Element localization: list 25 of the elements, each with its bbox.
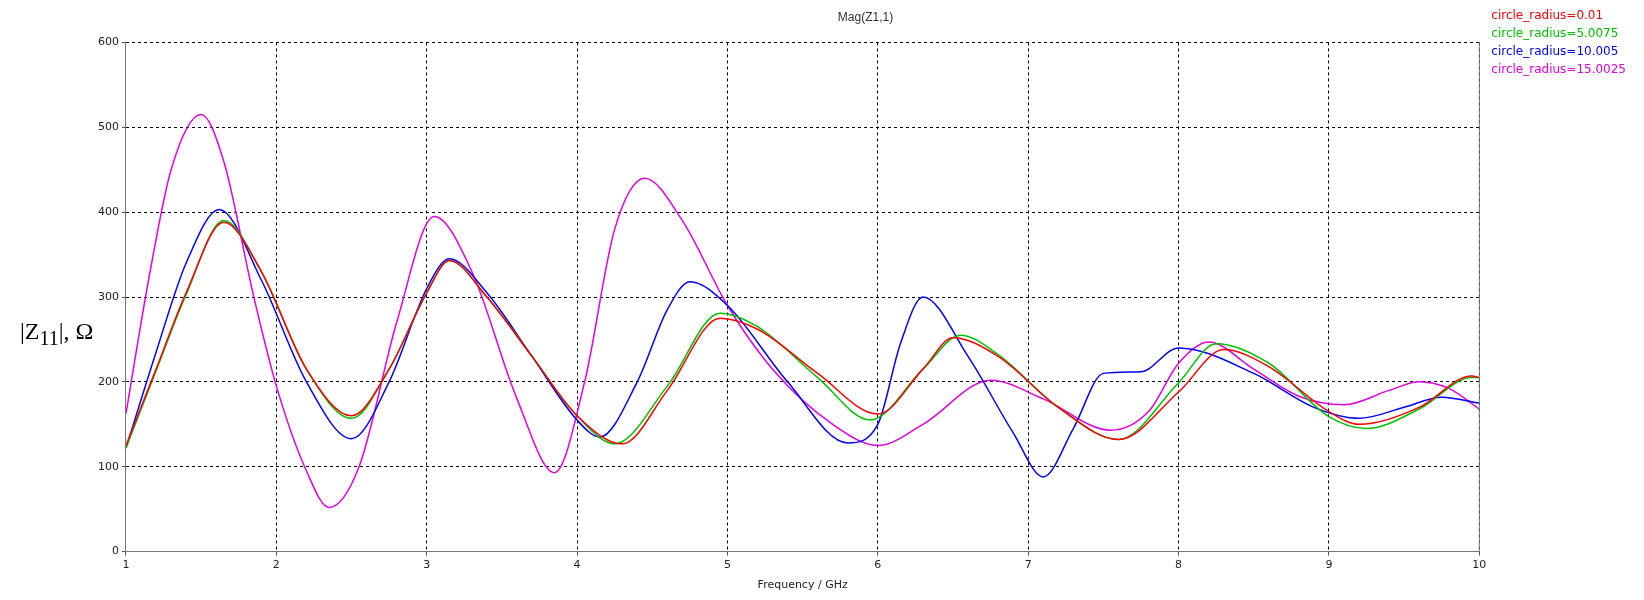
text: circle_radius=5.0075 — [1491, 26, 1619, 41]
x-tick-label: 9 — [1325, 558, 1333, 572]
y-tick-label: 400 — [98, 204, 119, 218]
x-axis-title: Frequency / GHz — [757, 578, 848, 592]
x-tick-label: 5 — [723, 558, 731, 572]
y-tick-label: 600 — [98, 35, 119, 49]
y-tick-label: 0 — [112, 544, 119, 558]
y-tick-label: 500 — [98, 120, 119, 134]
x-tick-label: 3 — [423, 558, 431, 572]
line-series — [126, 113, 1480, 509]
text: circle_radius=15.0025 — [1491, 62, 1627, 77]
x-tick-label: 10 — [1472, 558, 1487, 572]
y-axis-title: |Z$_{11}$|, Ω — [20, 318, 94, 350]
x-tick-label: 4 — [573, 558, 581, 572]
x-tick-label: 1 — [122, 558, 130, 572]
text: circle_radius=0.01 — [1491, 8, 1604, 23]
x-tick-label: 8 — [1175, 558, 1183, 572]
y-tick-label: 300 — [98, 289, 119, 303]
chart-title: Mag(Z1,1) — [837, 9, 894, 24]
x-tick-label: 2 — [272, 558, 280, 572]
x-tick-label: 6 — [874, 558, 882, 572]
text: circle_radius=10.005 — [1491, 44, 1619, 59]
y-tick-label: 100 — [98, 459, 119, 473]
x-tick-label: 7 — [1024, 558, 1032, 572]
y-tick-label: 200 — [98, 374, 119, 388]
